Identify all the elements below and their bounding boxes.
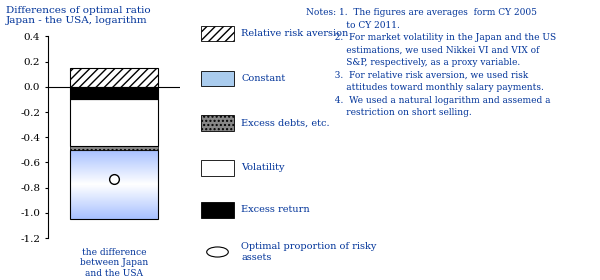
Bar [70, 175, 158, 176]
Bar [70, 187, 158, 188]
Bar [70, 215, 158, 216]
Bar [70, 209, 158, 210]
Bar [70, 211, 158, 212]
Bar [70, 203, 158, 204]
Bar [70, 166, 158, 167]
Bar [70, 199, 158, 200]
Bar [70, 151, 158, 152]
Bar [70, 157, 158, 158]
Bar [70, 188, 158, 189]
Bar [70, 171, 158, 172]
Bar [70, 167, 158, 168]
Text: Notes: 1.  The figures are averages  form CY 2005
              to CY 2011.
    : Notes: 1. The figures are averages form … [306, 8, 556, 117]
Bar [70, 206, 158, 207]
Bar [70, 191, 158, 192]
Bar [70, 194, 158, 195]
Text: Volatility: Volatility [241, 164, 285, 172]
Text: Relative risk aversion: Relative risk aversion [241, 29, 349, 38]
Bar [70, 189, 158, 190]
Bar [70, 164, 158, 165]
Bar [70, 204, 158, 205]
Bar [70, 162, 158, 163]
Bar [70, 150, 158, 219]
Bar [70, 218, 158, 219]
Bar [70, 165, 158, 166]
Text: Constant: Constant [241, 74, 286, 83]
Bar [70, 169, 158, 170]
Bar [70, 163, 158, 164]
Bar [70, 68, 158, 87]
Bar [70, 160, 158, 161]
Bar [70, 154, 158, 155]
Bar [70, 201, 158, 202]
Bar [70, 177, 158, 178]
Bar [70, 184, 158, 185]
Bar [70, 186, 158, 187]
Bar [70, 155, 158, 156]
Bar [70, 185, 158, 186]
Bar [70, 193, 158, 194]
Bar [70, 99, 158, 146]
Bar [70, 172, 158, 173]
Bar [70, 168, 158, 169]
Bar [70, 153, 158, 154]
Bar [70, 213, 158, 214]
Bar [70, 170, 158, 171]
Bar [70, 212, 158, 213]
Bar [70, 159, 158, 160]
Bar [70, 198, 158, 199]
Text: Differences of optimal ratio
Japan - the USA, logarithm: Differences of optimal ratio Japan - the… [6, 6, 151, 25]
Bar [70, 176, 158, 177]
Bar [70, 182, 158, 183]
Bar [70, 156, 158, 157]
Bar [70, 208, 158, 209]
Bar [70, 150, 158, 151]
Bar [70, 183, 158, 184]
Bar [70, 197, 158, 198]
Bar [70, 216, 158, 217]
Bar [70, 200, 158, 201]
Bar [70, 161, 158, 162]
Bar [70, 217, 158, 218]
Bar [70, 152, 158, 153]
Text: Optimal proportion of risky
assets: Optimal proportion of risky assets [241, 242, 377, 262]
Bar [70, 195, 158, 196]
Bar [70, 180, 158, 181]
Bar [70, 196, 158, 197]
Bar [70, 181, 158, 182]
Bar [70, 190, 158, 191]
Bar [70, 205, 158, 206]
Text: Excess return: Excess return [241, 206, 310, 214]
Bar [70, 173, 158, 174]
Bar [70, 214, 158, 215]
Bar [70, 178, 158, 179]
Bar [70, 207, 158, 208]
Bar [70, 174, 158, 175]
Bar [70, 179, 158, 180]
Bar [70, 210, 158, 211]
Bar [70, 202, 158, 203]
Bar [70, 87, 158, 99]
Bar [70, 146, 158, 150]
Bar [70, 192, 158, 193]
Text: Excess debts, etc.: Excess debts, etc. [241, 119, 330, 128]
Bar [70, 158, 158, 159]
